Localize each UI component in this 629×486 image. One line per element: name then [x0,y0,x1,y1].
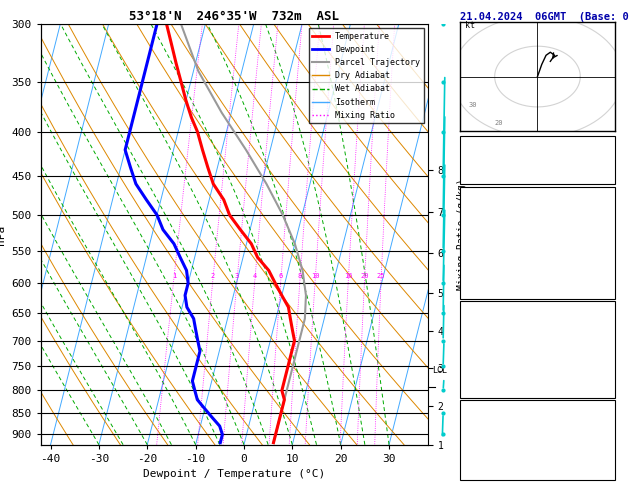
Text: 57: 57 [600,419,612,429]
Y-axis label: km
ASL: km ASL [460,224,477,245]
Text: 31: 31 [600,155,612,165]
Text: 1: 1 [172,273,176,279]
Text: 0: 0 [606,368,612,379]
Text: Totals Totals: Totals Totals [463,155,539,165]
Text: Lifted Index: Lifted Index [463,254,533,264]
Text: PW (cm): PW (cm) [463,171,504,181]
Text: 4: 4 [253,273,257,279]
Text: 25: 25 [377,273,386,279]
Text: Most Unstable: Most Unstable [499,304,576,314]
Text: 16: 16 [344,273,353,279]
Text: 20: 20 [494,120,503,126]
Text: 0: 0 [606,384,612,395]
X-axis label: Dewpoint / Temperature (°C): Dewpoint / Temperature (°C) [143,469,325,479]
Y-axis label: hPa: hPa [0,225,6,244]
Text: 650: 650 [594,320,612,330]
Text: EH: EH [463,419,475,429]
Text: Temp (°C): Temp (°C) [463,206,516,216]
Legend: Temperature, Dewpoint, Parcel Trajectory, Dry Adiabat, Wet Adiabat, Isotherm, Mi: Temperature, Dewpoint, Parcel Trajectory… [309,29,423,123]
Text: CIN (J): CIN (J) [463,384,504,395]
Text: 15: 15 [600,254,612,264]
Text: 3: 3 [235,273,239,279]
Text: SREH: SREH [463,435,486,445]
Text: © weatheronline.co.uk: © weatheronline.co.uk [460,471,565,480]
Title: 53°18'N  246°35'W  732m  ASL: 53°18'N 246°35'W 732m ASL [130,10,339,23]
Text: -21: -21 [594,139,612,149]
Text: 0: 0 [606,286,612,296]
Text: Mixing Ratio (g/kg): Mixing Ratio (g/kg) [457,179,467,290]
Text: Lifted Index: Lifted Index [463,352,533,363]
Text: 15: 15 [600,467,612,477]
Text: 20: 20 [360,273,369,279]
Text: θₑ(K): θₑ(K) [463,238,493,248]
Text: StmSpd (kt): StmSpd (kt) [463,467,528,477]
Text: CIN (J): CIN (J) [463,286,504,296]
Text: θₑ (K): θₑ (K) [463,336,498,347]
Text: Pressure (mb): Pressure (mb) [463,320,539,330]
Text: 293: 293 [594,238,612,248]
Text: 0.4: 0.4 [594,171,612,181]
Text: 48: 48 [600,435,612,445]
Text: 0: 0 [606,270,612,280]
Text: 199°: 199° [589,451,612,461]
Text: 303: 303 [594,336,612,347]
Text: Surface: Surface [517,190,558,200]
Text: -5.4: -5.4 [589,222,612,232]
Text: CAPE (J): CAPE (J) [463,368,510,379]
Text: K: K [463,139,469,149]
Text: 10: 10 [311,273,320,279]
Text: kt: kt [465,21,475,30]
Text: 2: 2 [211,273,215,279]
Text: 30: 30 [469,102,477,108]
Text: 6.2: 6.2 [594,206,612,216]
Text: 8: 8 [298,273,302,279]
Text: 17: 17 [600,352,612,363]
Text: CAPE (J): CAPE (J) [463,270,510,280]
Text: LCL: LCL [432,366,447,375]
Text: Hodograph: Hodograph [511,403,564,413]
Text: 6: 6 [279,273,283,279]
Text: Dewp (°C): Dewp (°C) [463,222,516,232]
Text: StmDir: StmDir [463,451,498,461]
Text: 21.04.2024  06GMT  (Base: 06): 21.04.2024 06GMT (Base: 06) [460,12,629,22]
